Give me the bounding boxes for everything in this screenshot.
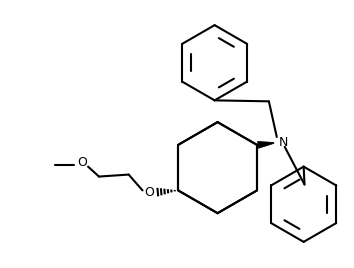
Polygon shape	[258, 142, 274, 148]
Text: N: N	[279, 136, 288, 149]
Text: O: O	[77, 156, 87, 169]
Text: O: O	[144, 186, 154, 199]
